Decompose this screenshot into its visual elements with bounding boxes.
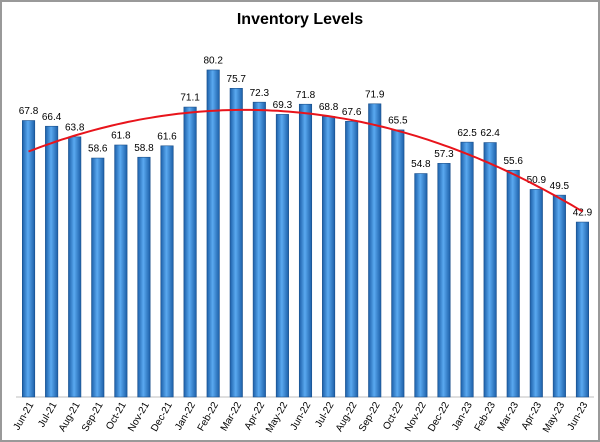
value-label: 66.4	[42, 112, 62, 123]
bar	[91, 157, 105, 398]
bar	[483, 142, 497, 398]
value-label: 58.6	[88, 144, 108, 155]
bar	[529, 189, 543, 398]
bar	[114, 144, 128, 398]
value-label: 49.5	[550, 181, 570, 192]
bar	[575, 221, 589, 398]
bar	[460, 141, 474, 398]
value-label: 71.9	[365, 89, 385, 100]
value-label: 67.8	[19, 106, 39, 117]
bar	[22, 120, 36, 398]
bar	[506, 169, 520, 398]
value-label: 62.5	[457, 128, 477, 139]
bar	[552, 194, 566, 398]
bar	[45, 125, 59, 398]
bar	[68, 136, 82, 398]
bar	[252, 101, 266, 398]
bar	[229, 88, 243, 398]
value-label: 50.9	[527, 175, 547, 186]
bar	[414, 173, 428, 398]
value-label: 54.8	[411, 159, 431, 170]
value-label: 62.4	[480, 128, 500, 139]
bar	[160, 145, 174, 398]
value-label: 55.6	[503, 156, 523, 167]
chart-title: Inventory Levels	[237, 11, 363, 28]
bar	[437, 163, 451, 398]
value-label: 68.8	[319, 102, 339, 113]
value-label: 61.8	[111, 131, 131, 142]
value-label: 57.3	[434, 149, 454, 160]
value-label: 42.9	[573, 208, 593, 219]
bar	[206, 69, 220, 398]
value-label: 63.8	[65, 122, 85, 133]
value-label: 75.7	[227, 74, 247, 85]
bar	[183, 106, 197, 398]
bar	[368, 103, 382, 398]
value-label: 58.8	[134, 143, 154, 154]
value-label: 69.3	[273, 100, 293, 111]
bar	[275, 114, 289, 398]
bar	[345, 121, 359, 398]
trend-line	[28, 108, 584, 213]
value-label: 71.8	[296, 90, 316, 101]
value-label: 72.3	[250, 88, 270, 99]
value-label: 61.6	[157, 131, 177, 142]
value-label: 80.2	[203, 56, 223, 67]
value-label: 67.6	[342, 107, 362, 118]
value-label: 65.5	[388, 116, 408, 127]
value-label: 71.1	[180, 93, 200, 104]
bar	[322, 116, 336, 398]
bar	[391, 129, 405, 398]
bar	[137, 156, 151, 398]
bar	[298, 103, 313, 398]
